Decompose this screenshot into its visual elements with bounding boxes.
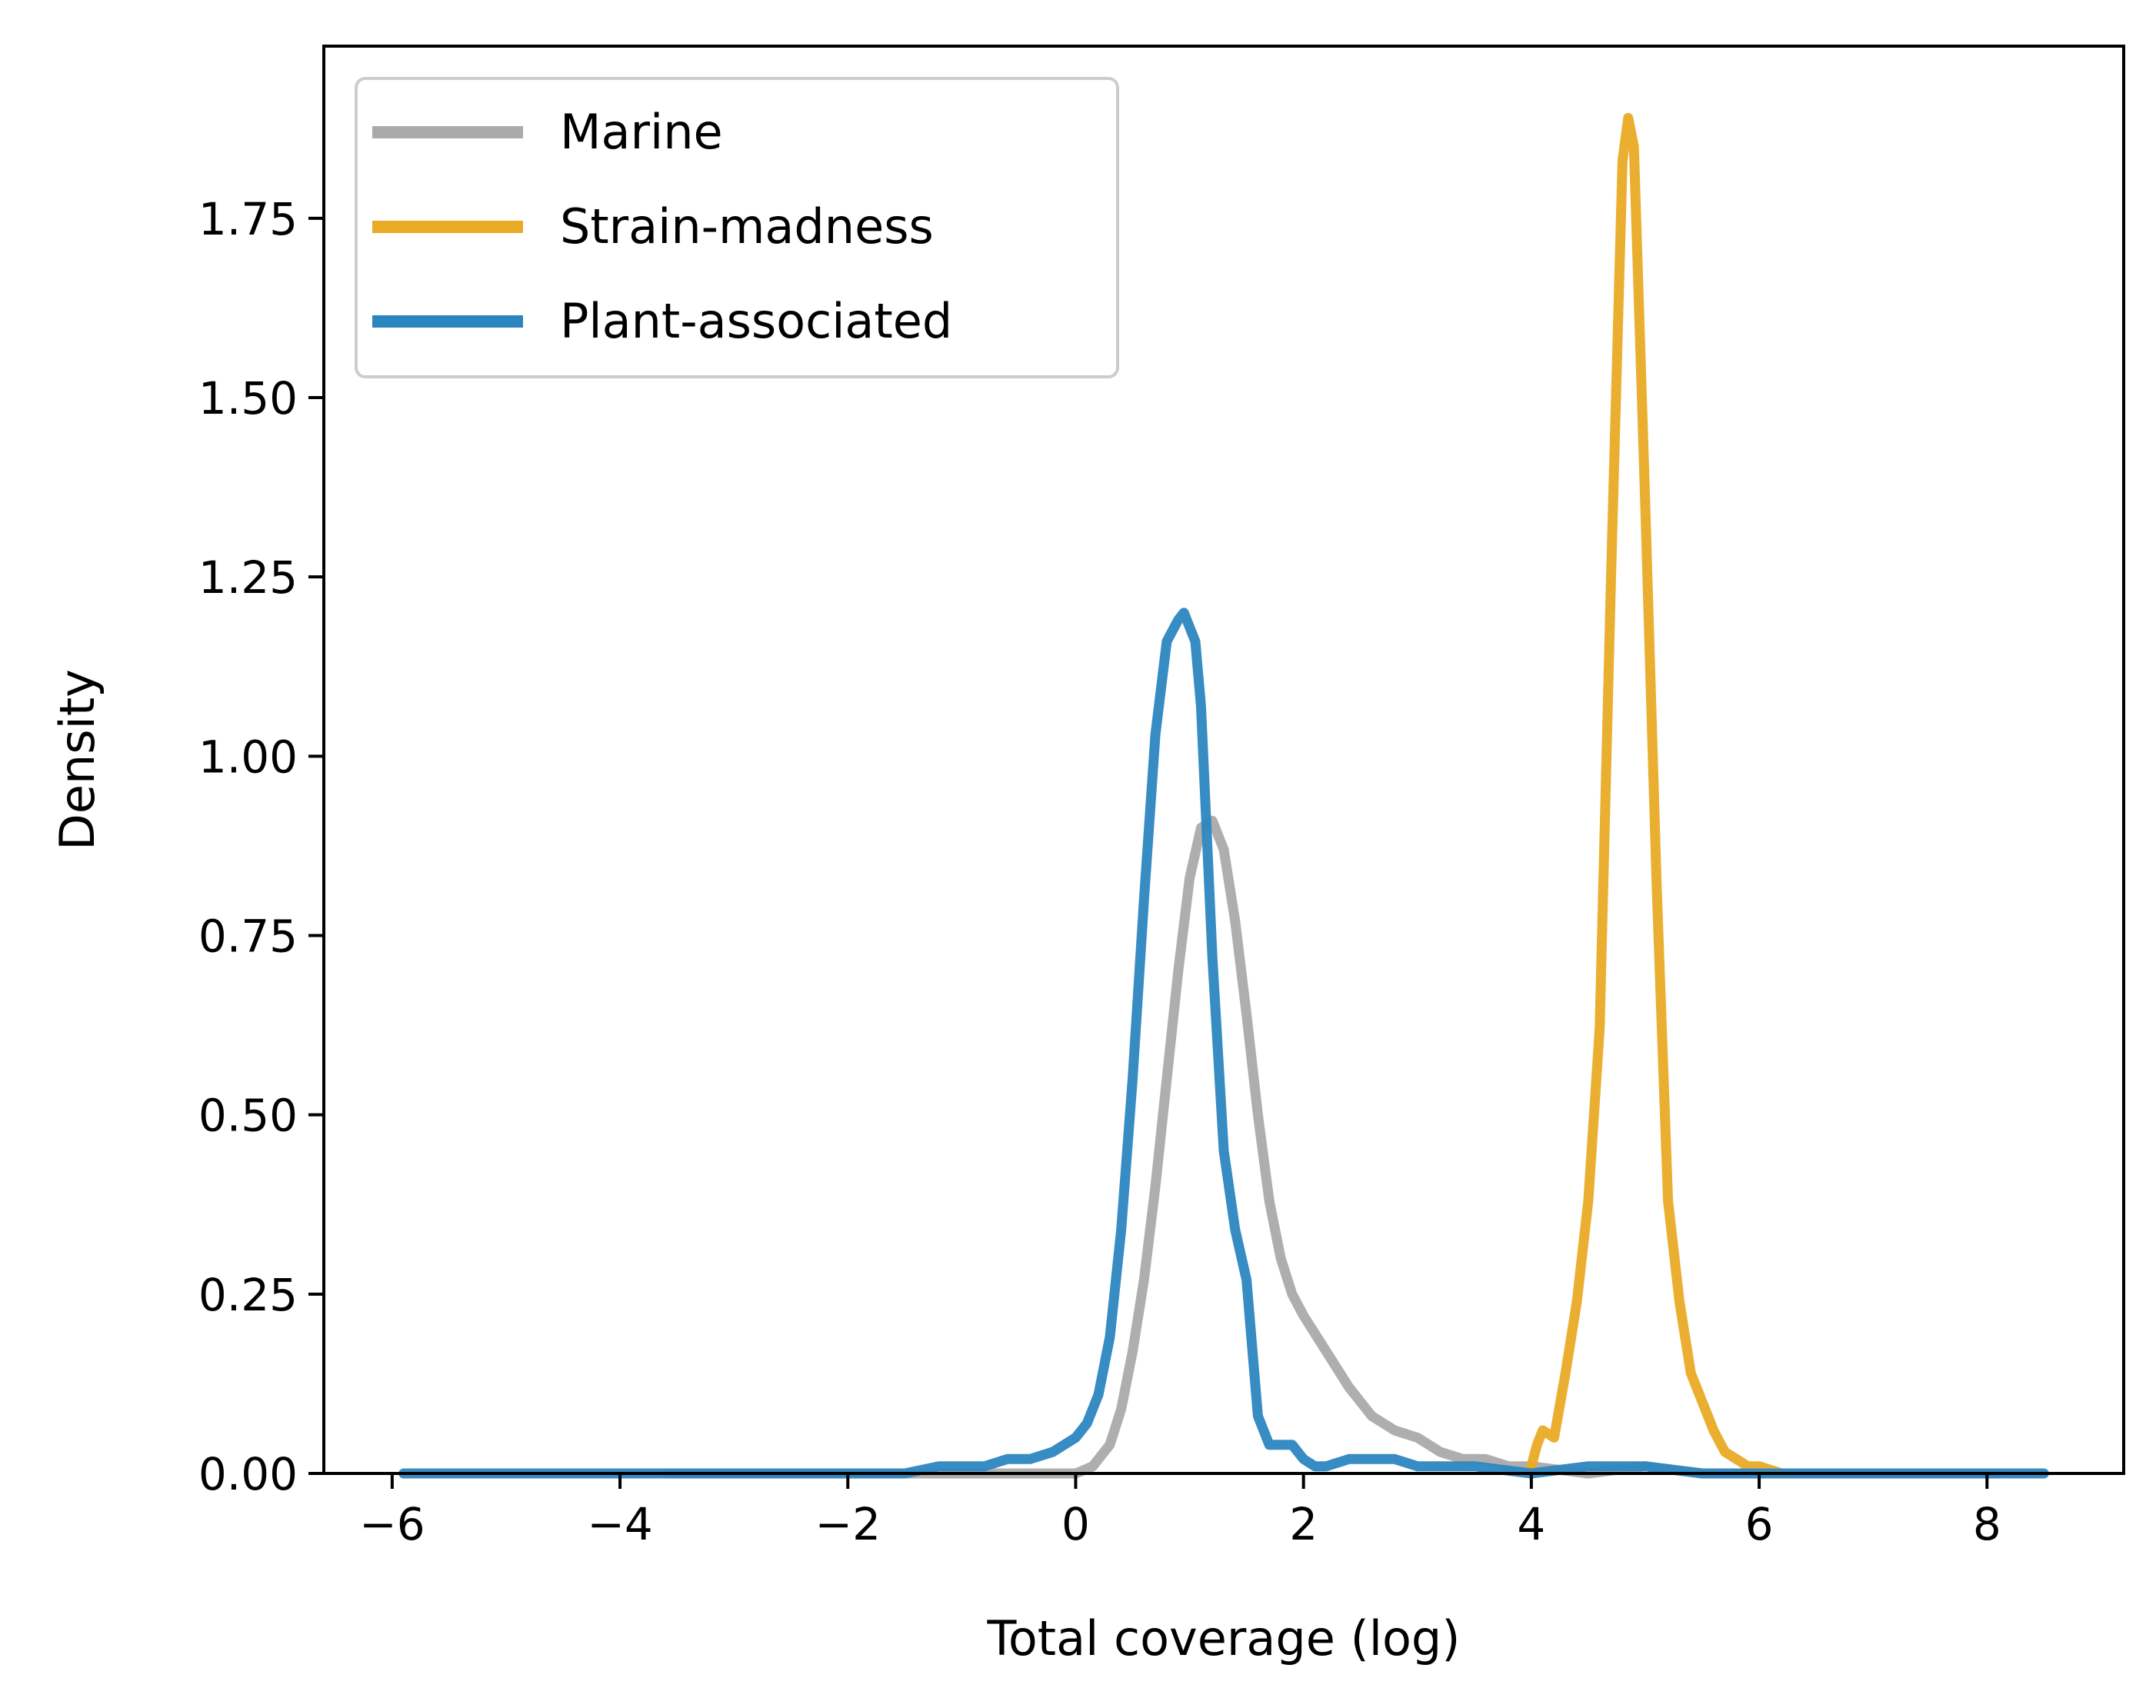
x-axis-title: Total coverage (log) [987,1610,1461,1666]
series-line-plant-associated [398,608,2049,1479]
legend-label-plant-associated: Plant-associated [560,293,952,349]
y-tick-label: 0.00 [198,1448,298,1500]
y-tick-label: 0.25 [198,1269,298,1321]
y-tick-label: 0.50 [198,1090,298,1142]
x-tick-label: 0 [1061,1498,1090,1550]
y-tick-label: 1.25 [198,551,298,604]
y-tick-label: 0.75 [198,911,298,963]
series-line-marine [660,815,2004,1479]
y-tick-label: 1.00 [198,731,298,783]
y-axis-title: Density [49,669,105,851]
series-line-strain-madness [1526,112,1788,1479]
y-tick-label: 1.75 [198,193,298,245]
x-tick-label: 8 [1973,1498,2001,1550]
legend-label-strain-madness: Strain-madness [560,198,934,255]
x-tick-label: −4 [587,1498,653,1550]
x-tick-label: −2 [815,1498,881,1550]
x-tick-label: 4 [1517,1498,1545,1550]
plot-frame [322,45,2125,1475]
y-tick-label: 1.50 [198,372,298,425]
legend-box [355,77,1119,378]
legend: Marine Strain-madness Plant-associated [355,77,1119,378]
legend-label-marine: Marine [560,104,723,160]
x-tick-label: 6 [1745,1498,1774,1550]
x-tick-label: 2 [1289,1498,1318,1550]
x-axis: −6 −4 −2 0 2 4 6 8 [359,1473,2001,1550]
x-tick-label: −6 [359,1498,425,1550]
y-axis: 0.00 0.25 0.50 0.75 1.00 1.25 1.50 1.75 [198,193,324,1500]
